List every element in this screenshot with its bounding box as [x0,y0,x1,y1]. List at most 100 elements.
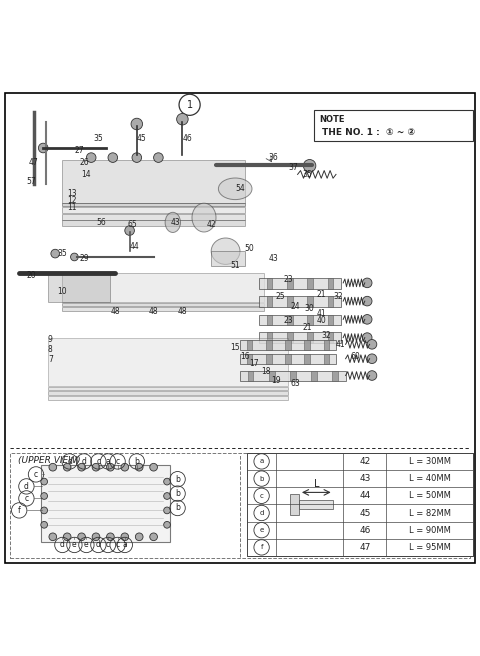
Text: 12: 12 [67,196,77,205]
Bar [247,453,473,556]
Circle shape [164,478,170,485]
FancyBboxPatch shape [5,92,475,564]
Text: 65: 65 [127,220,137,230]
Text: 48: 48 [178,307,187,316]
Text: a: a [122,541,127,550]
Circle shape [132,153,142,163]
Text: 54: 54 [235,184,245,194]
Text: 47: 47 [359,543,371,552]
Text: 46: 46 [182,134,192,143]
Bar [266,278,272,289]
Bar [307,297,313,307]
Text: 43: 43 [269,254,278,263]
Circle shape [121,463,129,471]
Ellipse shape [192,203,216,232]
Bar [304,354,310,365]
Text: c: c [260,493,264,499]
Text: L = 40MM: L = 40MM [408,474,451,483]
Text: 25: 25 [276,293,286,301]
Text: 63: 63 [290,379,300,388]
Bar [266,315,272,325]
Bar [48,392,288,395]
Bar [287,333,293,343]
Circle shape [41,478,48,485]
Text: 43: 43 [359,474,371,483]
Bar [328,315,334,325]
Text: 46: 46 [359,525,371,535]
Text: 41: 41 [336,340,346,349]
Text: b: b [259,476,264,482]
Circle shape [362,315,372,324]
Bar [248,371,253,381]
Circle shape [63,463,71,471]
Text: L = 82MM: L = 82MM [408,508,451,518]
Text: 42: 42 [206,220,216,230]
Text: L = 95MM: L = 95MM [408,543,451,552]
Ellipse shape [211,238,240,264]
Circle shape [38,143,48,153]
Text: f: f [18,506,21,515]
Circle shape [108,153,118,163]
Text: 48: 48 [110,307,120,316]
Circle shape [78,463,85,471]
Bar [266,333,272,343]
Bar [62,273,264,302]
Circle shape [177,113,188,125]
Bar [62,207,245,213]
Bar [240,354,336,365]
Text: 44: 44 [130,242,139,251]
Text: 45: 45 [359,508,371,518]
Circle shape [41,507,48,514]
Text: L = 30MM: L = 30MM [408,457,451,466]
Ellipse shape [218,178,252,199]
Text: 15: 15 [230,342,240,352]
Text: 17: 17 [250,359,259,369]
Circle shape [154,153,163,163]
Bar [240,340,336,350]
Bar [332,371,338,381]
Circle shape [135,463,143,471]
Text: c: c [106,541,110,550]
Bar [48,396,288,400]
Text: 27: 27 [74,146,84,155]
Circle shape [150,533,157,541]
Text: c: c [96,457,100,466]
Bar [311,371,317,381]
Text: 37: 37 [288,163,298,172]
Bar [285,340,291,350]
Text: d: d [67,457,72,466]
Circle shape [164,507,170,514]
Text: 21: 21 [317,290,326,299]
Text: d: d [60,541,65,550]
Text: 8: 8 [48,345,53,354]
Bar [211,251,245,266]
Text: 35: 35 [94,134,103,143]
Text: b: b [175,475,180,483]
Bar [299,500,333,509]
Bar [41,465,170,542]
Text: 35: 35 [302,170,312,179]
Text: 42: 42 [359,457,371,466]
Bar [62,302,264,306]
Bar [304,340,310,350]
Text: 48: 48 [149,307,158,316]
Circle shape [362,297,372,306]
Bar [287,278,293,289]
Circle shape [125,226,134,236]
Text: NOTE: NOTE [319,115,345,125]
Bar [328,278,334,289]
Bar [324,354,329,365]
Text: 26: 26 [79,158,89,167]
Circle shape [92,533,100,541]
Circle shape [49,533,57,541]
Text: 43: 43 [170,218,180,227]
Bar [307,278,313,289]
Circle shape [131,118,143,130]
Circle shape [71,253,78,261]
Bar [266,354,272,365]
Text: 50: 50 [245,244,254,253]
Bar [266,340,272,350]
Text: 40: 40 [317,316,326,325]
Text: b: b [134,457,139,466]
FancyBboxPatch shape [10,453,470,558]
